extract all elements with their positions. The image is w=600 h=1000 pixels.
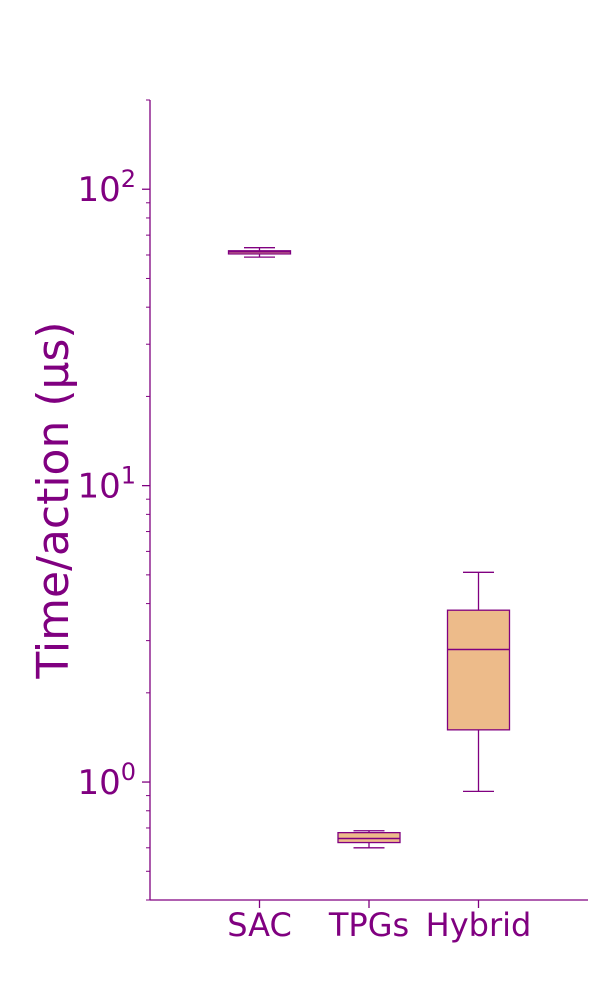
box-tpgs <box>337 831 401 844</box>
y-tick-label: 100 <box>77 758 136 803</box>
x-tick-label: TPGs <box>328 906 409 944</box>
x-tick-label: Hybrid <box>426 906 532 944</box>
box-hybrid <box>446 609 511 731</box>
y-axis-label: Time/action (μs) <box>28 321 79 679</box>
y-tick-label: 101 <box>77 462 136 507</box>
x-tick-label: SAC <box>227 906 292 944</box>
plot-area: 100 101 102 SAC TPGs Hybrid <box>77 99 588 944</box>
y-tick-label: 102 <box>77 165 136 210</box>
